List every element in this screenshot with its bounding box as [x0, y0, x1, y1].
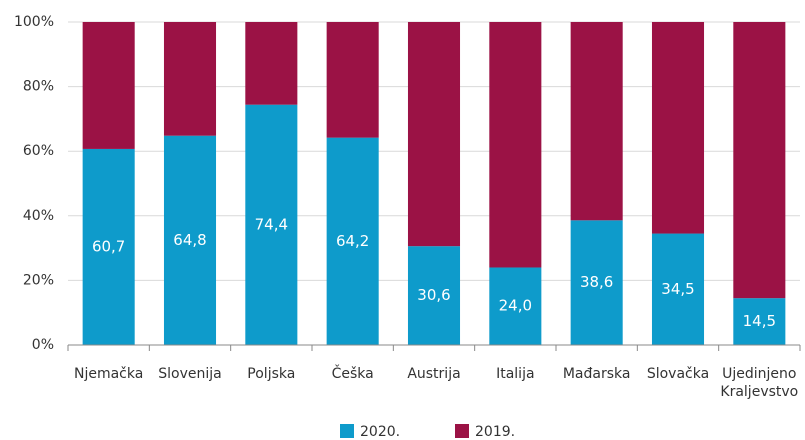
bar-segment [651, 22, 705, 234]
bar-segment [407, 22, 461, 247]
legend-swatch [340, 424, 354, 438]
legend-label: 2020. [360, 424, 400, 440]
data-label: 60,7 [92, 237, 125, 255]
bar-segment [326, 137, 379, 345]
y-tick-label: 100% [14, 14, 54, 30]
data-label: 14,5 [743, 312, 776, 330]
bar-segment [570, 22, 623, 221]
bar-segment [733, 22, 786, 299]
bar-segment [245, 104, 298, 345]
y-tick-label: 80% [23, 79, 54, 95]
data-label: 64,8 [173, 231, 206, 249]
y-tick-label: 0% [32, 337, 54, 353]
data-label: 74,4 [255, 215, 288, 233]
data-label: 38,6 [580, 273, 613, 291]
bar-segment [163, 22, 217, 136]
bar-segment [489, 22, 542, 268]
x-tick-label: Poljska [247, 366, 296, 382]
y-tick-label: 40% [23, 208, 54, 224]
bar-segment [82, 22, 135, 149]
x-tick-label: Ujedinjeno Kraljevstvo [720, 366, 799, 400]
x-tick-label: Slovačka [646, 366, 710, 382]
x-tick-label: Italija [496, 366, 535, 382]
x-tick-label: Austrija [407, 366, 461, 382]
bar-segment [163, 135, 217, 345]
x-tick-label: Njemačka [73, 366, 144, 382]
bar-segment [651, 233, 705, 345]
y-tick-label: 60% [23, 143, 54, 159]
x-tick-label: Češka [331, 366, 374, 382]
bar-segment [489, 267, 542, 345]
bar-segment [245, 22, 298, 105]
data-label: 34,5 [661, 280, 694, 298]
y-tick-label: 20% [23, 272, 54, 288]
x-tick-label: Slovenija [158, 366, 222, 382]
legend-label: 2019. [475, 424, 515, 440]
bar-segment [733, 298, 786, 345]
data-label: 24,0 [499, 297, 532, 315]
data-label: 64,2 [336, 232, 369, 250]
bar-segment [570, 220, 623, 345]
data-label: 30,6 [417, 286, 450, 304]
legend-swatch [455, 424, 469, 438]
x-tick-label: Mađarska [562, 366, 631, 382]
bar-segment [407, 246, 461, 345]
bar-segment [326, 22, 379, 138]
bar-segment [82, 148, 135, 345]
